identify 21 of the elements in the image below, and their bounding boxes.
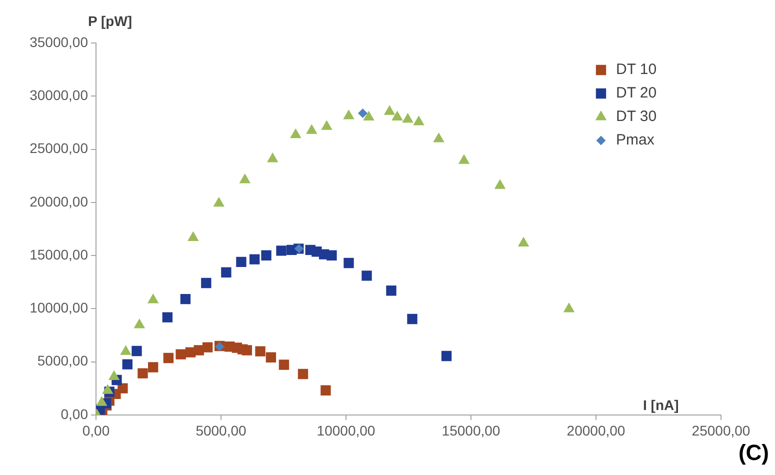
y-tick-label: 30000,00 [30,87,88,103]
y-tick-label: 15000,00 [30,246,88,262]
legend-label: DT 10 [616,61,657,78]
y-tick-label: 10000,00 [30,300,88,316]
x-tick-label: 25000,00 [692,422,750,438]
y-axis-title: P [pW] [88,12,132,29]
y-tick-label: 20000,00 [30,193,88,210]
legend-label: DT 30 [616,108,657,126]
y-tick-label: 35000,00 [30,34,88,50]
x-tick-label: 10000,00 [316,422,376,438]
x-axis-title: I [nA] [643,396,679,413]
legend-label: DT 20 [616,84,657,102]
y-tick-label: 5000,00 [37,352,88,369]
x-tick-label: 0,00 [82,422,110,438]
legend-label: Pmax [616,132,655,149]
y-tick-label: 0,00 [60,406,88,422]
y-tick-label: 25000,00 [30,140,88,156]
x-tick-label: 5000,00 [196,422,247,438]
text: (C) [738,440,769,466]
x-tick-label: 20000,00 [566,422,626,438]
x-tick-label: 15000,00 [442,422,500,438]
